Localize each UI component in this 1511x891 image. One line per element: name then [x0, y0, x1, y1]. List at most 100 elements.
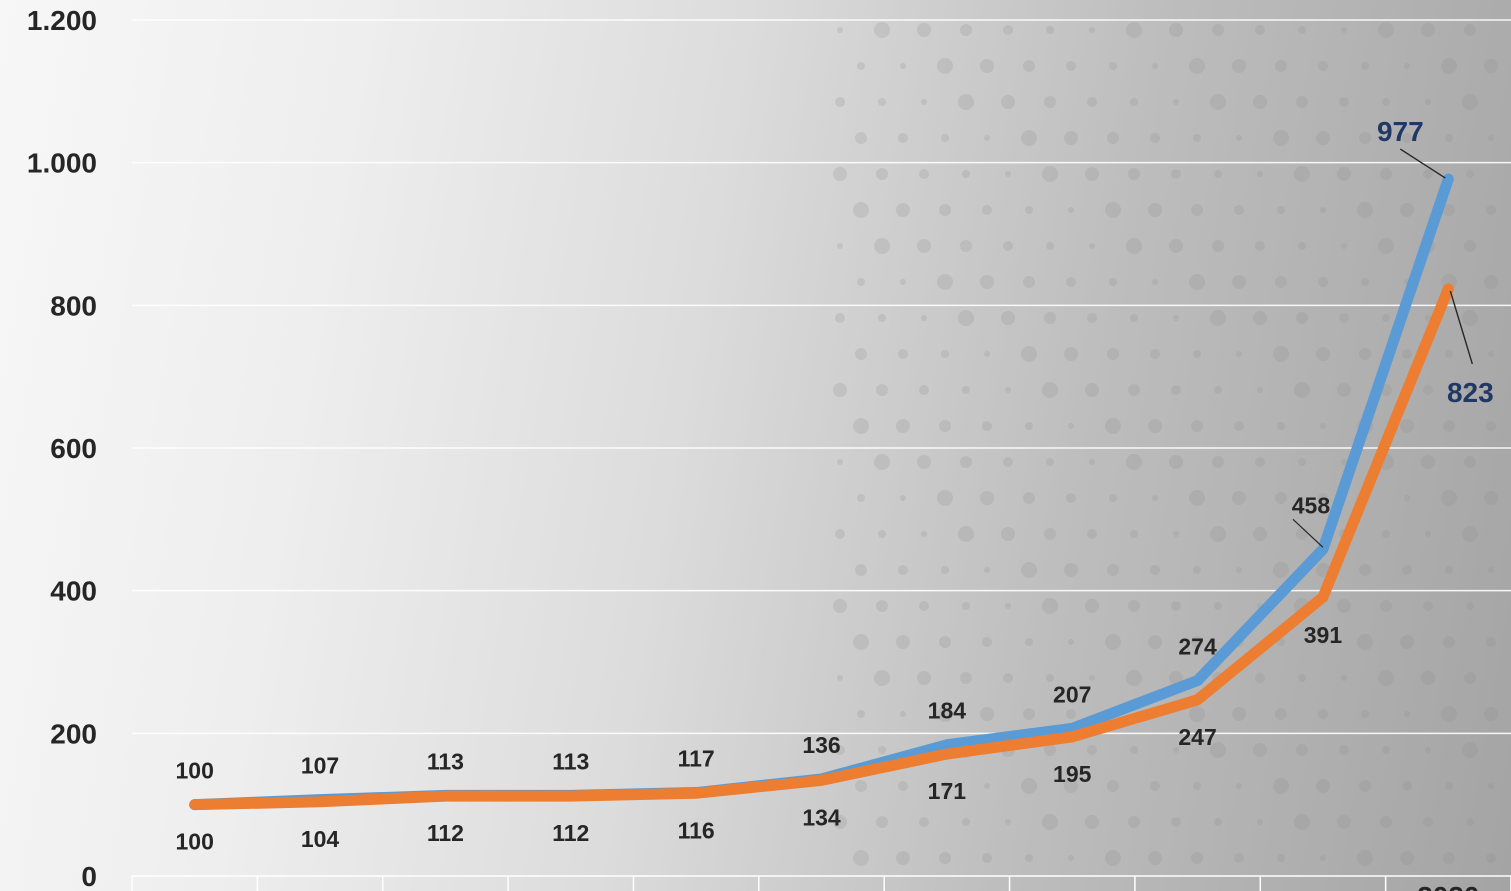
texture-dot: [1341, 675, 1347, 681]
texture-dot: [941, 566, 949, 574]
texture-dot: [1046, 242, 1054, 250]
texture-dot: [1107, 780, 1119, 792]
texture-dot: [1232, 491, 1246, 505]
texture-dot: [898, 565, 908, 575]
texture-dot: [1484, 491, 1498, 505]
texture-dot: [1126, 22, 1142, 38]
texture-dot: [1046, 458, 1054, 466]
texture-dot: [1253, 95, 1267, 109]
texture-dot: [1378, 238, 1394, 254]
texture-dot: [835, 745, 845, 755]
texture-dot: [1003, 25, 1013, 35]
texture-dot: [1005, 171, 1011, 177]
texture-dot: [896, 851, 910, 865]
texture-dot: [874, 670, 890, 686]
texture-dot: [1361, 62, 1369, 70]
texture-dot: [1337, 383, 1351, 397]
texture-dot: [1382, 530, 1390, 538]
texture-dot: [1171, 601, 1181, 611]
texture-dot: [1023, 492, 1035, 504]
texture-dot: [1191, 636, 1203, 648]
texture-dot: [900, 711, 906, 717]
texture-dot: [1042, 382, 1058, 398]
texture-dot: [960, 24, 972, 36]
texture-dot: [1214, 818, 1222, 826]
texture-dot: [853, 418, 869, 434]
texture-dot: [1488, 567, 1494, 573]
y-axis-tick-labels: 0 200 400 600 800 1.000 1.200: [27, 5, 97, 891]
texture-dot: [921, 531, 927, 537]
texture-dot: [1044, 312, 1056, 324]
texture-dot: [857, 278, 865, 286]
texture-dot: [1404, 63, 1410, 69]
texture-dot: [1318, 493, 1328, 503]
texture-dot: [1003, 457, 1013, 467]
texture-dot: [1210, 94, 1226, 110]
texture-dot: [1443, 636, 1455, 648]
texture-dot: [874, 238, 890, 254]
texture-dot: [919, 169, 929, 179]
data-label-series-1: 458: [1292, 492, 1331, 518]
texture-dot: [1169, 23, 1183, 37]
texture-dot: [1294, 166, 1310, 182]
texture-dot: [837, 27, 843, 33]
texture-dot: [1109, 62, 1117, 70]
texture-dot: [1126, 238, 1142, 254]
texture-dot: [1298, 674, 1306, 682]
texture-dot: [1378, 22, 1394, 38]
texture-dot: [1441, 706, 1457, 722]
texture-dot: [919, 385, 929, 395]
texture-dot: [1107, 132, 1119, 144]
texture-dot: [1464, 456, 1476, 468]
texture-dot: [1464, 240, 1476, 252]
texture-dot: [1236, 351, 1242, 357]
data-label-series-2: 391: [1304, 622, 1343, 648]
texture-dot: [1042, 598, 1058, 614]
texture-dot: [917, 671, 931, 685]
texture-dot: [1066, 709, 1076, 719]
y-tick-label: 600: [50, 433, 97, 464]
texture-dot: [939, 420, 951, 432]
texture-dot: [1025, 206, 1033, 214]
texture-dot: [1441, 58, 1457, 74]
texture-dot: [1042, 814, 1058, 830]
texture-dot: [833, 383, 847, 397]
texture-dot: [1273, 562, 1289, 578]
texture-dot: [898, 781, 908, 791]
texture-dot: [1042, 166, 1058, 182]
texture-dot: [1126, 670, 1142, 686]
texture-dot: [1232, 707, 1246, 721]
texture-dot: [1191, 420, 1203, 432]
texture-dot: [1085, 167, 1099, 181]
texture-dot: [1001, 527, 1015, 541]
texture-dot: [1087, 97, 1097, 107]
texture-dot: [896, 203, 910, 217]
texture-dot: [1462, 742, 1478, 758]
texture-dot: [1486, 205, 1496, 215]
texture-dot: [833, 815, 847, 829]
data-label-series-2: 100: [175, 829, 213, 855]
series-lines: [189, 173, 1454, 811]
texture-dot: [1400, 203, 1414, 217]
texture-dot: [1320, 423, 1326, 429]
texture-dot: [939, 204, 951, 216]
texture-dot: [835, 529, 845, 539]
texture-dot: [1107, 348, 1119, 360]
texture-dot: [984, 351, 990, 357]
texture-dot: [960, 456, 972, 468]
data-label-series-1: 117: [678, 746, 715, 772]
texture-dot: [1341, 27, 1347, 33]
texture-dot: [941, 350, 949, 358]
texture-dot: [937, 58, 953, 74]
texture-dot: [1466, 386, 1474, 394]
texture-dot: [1148, 203, 1162, 217]
texture-dot: [1068, 639, 1074, 645]
texture-dot: [1402, 133, 1412, 143]
texture-dot: [1189, 706, 1205, 722]
texture-dot: [1400, 851, 1414, 865]
texture-dot: [1361, 710, 1369, 718]
texture-dot: [1085, 815, 1099, 829]
texture-dot: [855, 132, 867, 144]
texture-dot: [1277, 854, 1285, 862]
texture-dot: [984, 567, 990, 573]
